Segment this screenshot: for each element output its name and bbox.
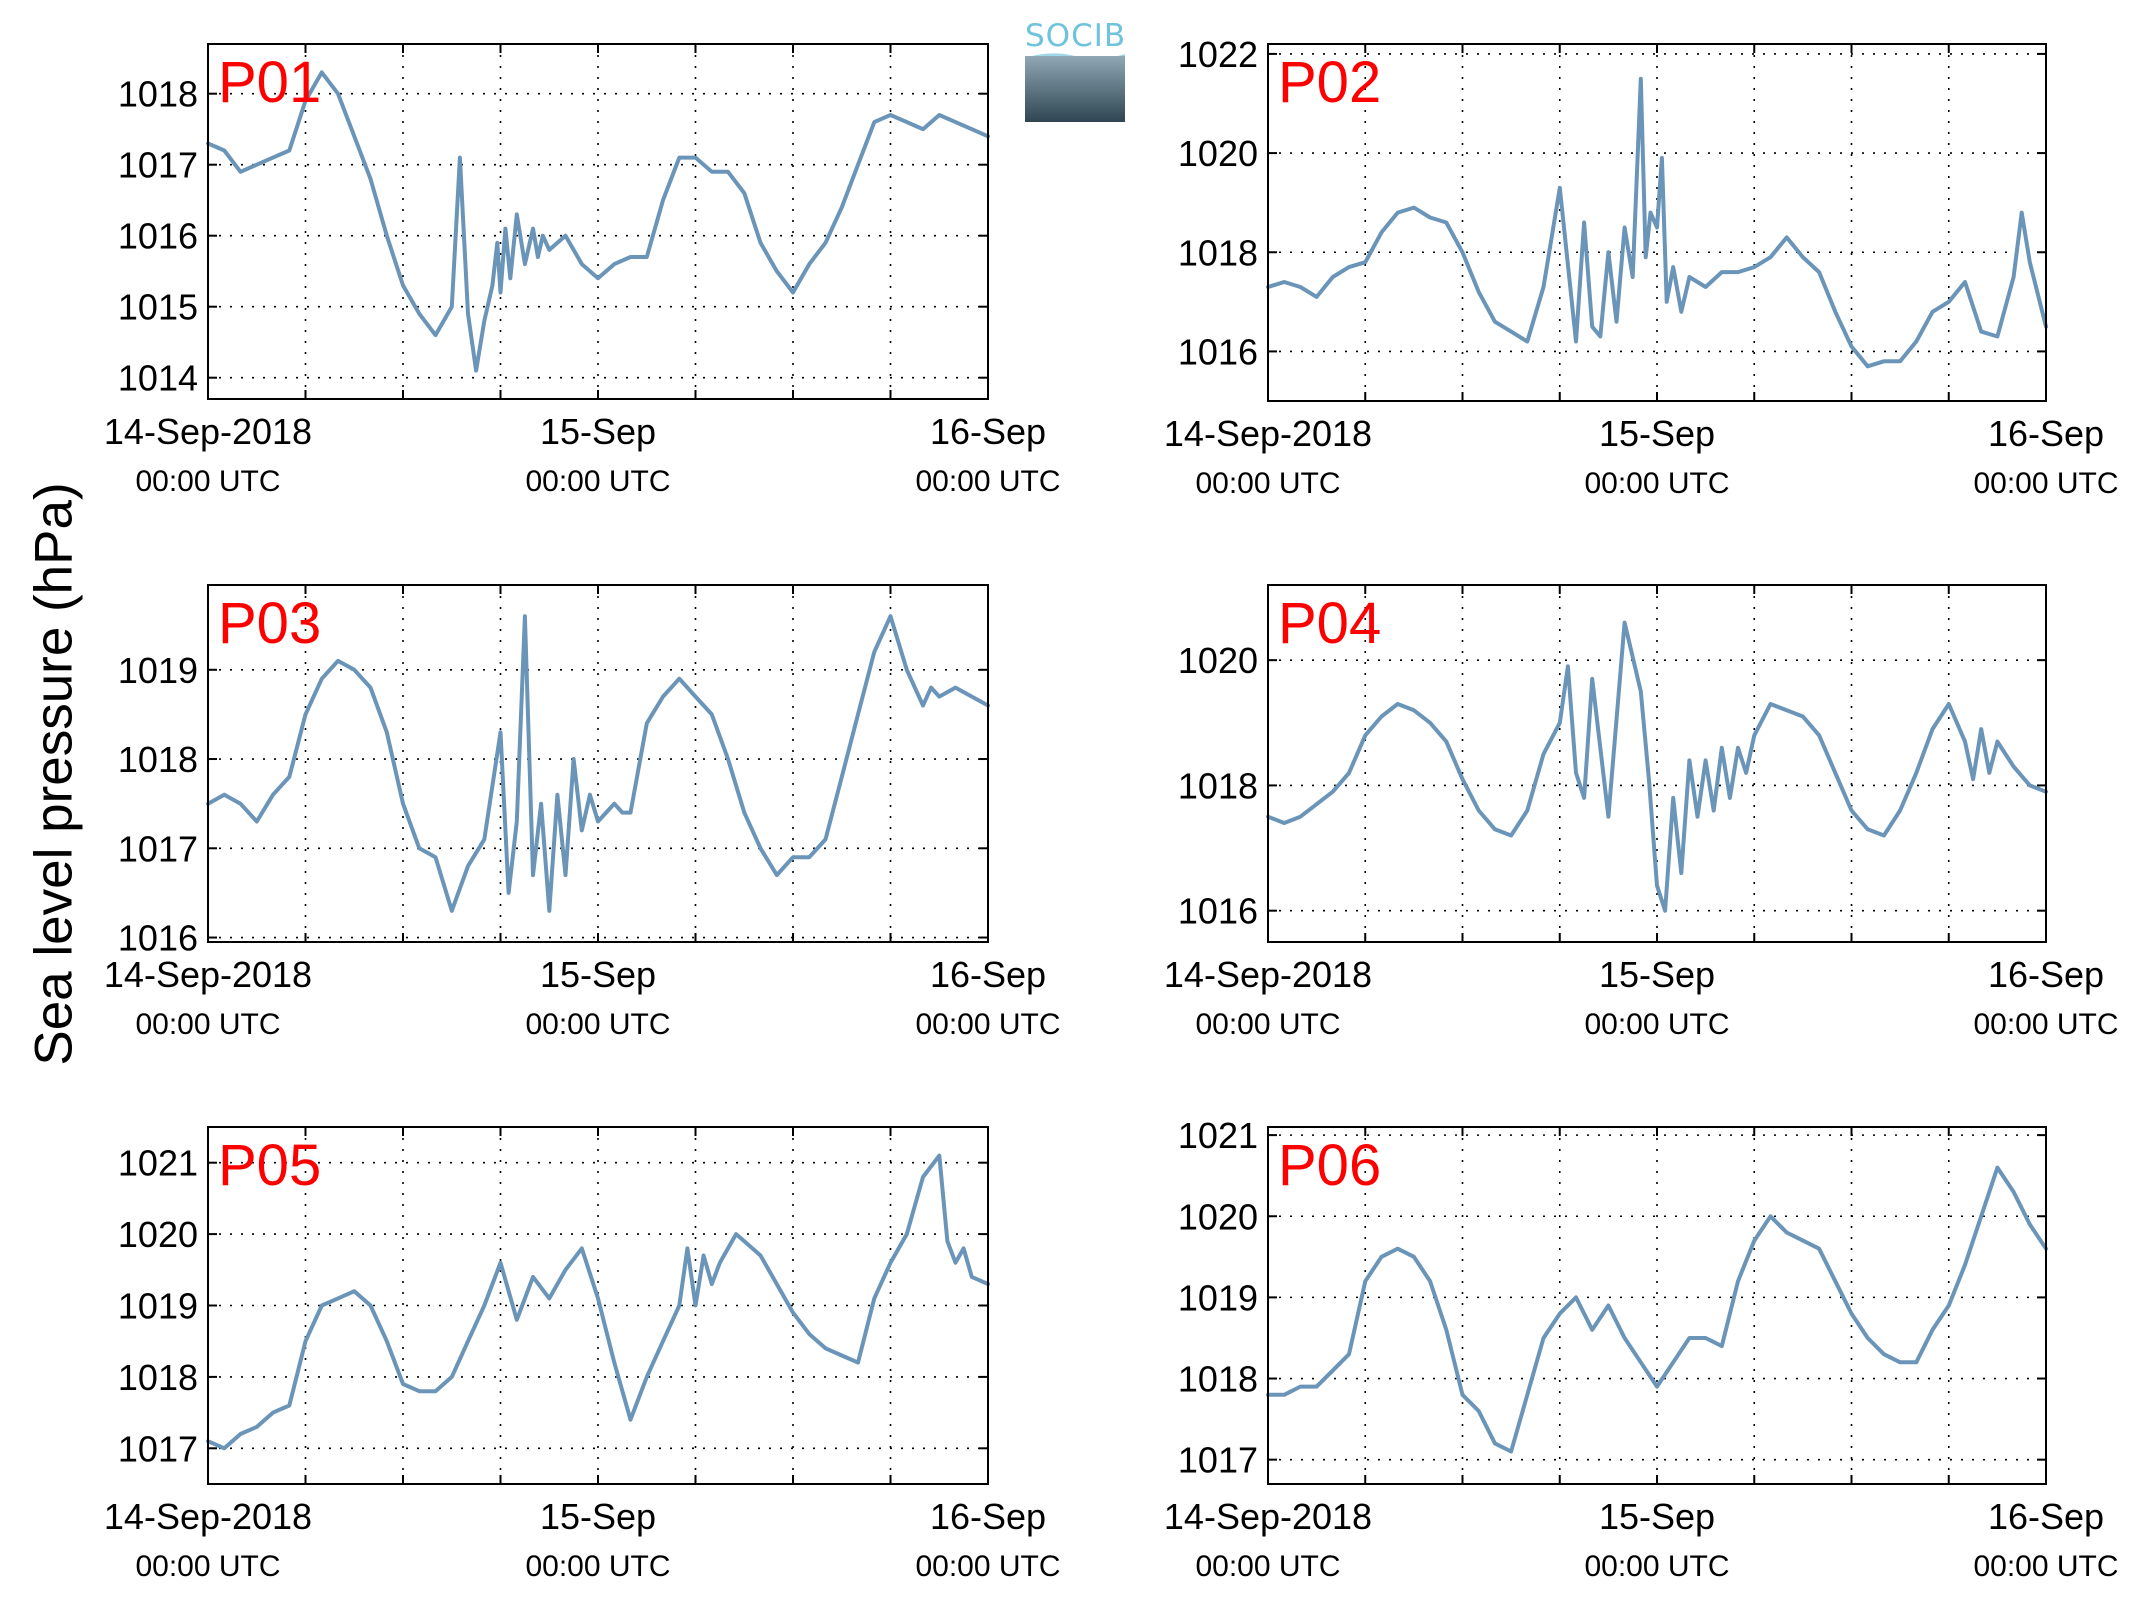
- y-tick-label: 1020: [1178, 640, 1258, 681]
- x-tick-label-date: 15-Sep: [540, 1496, 656, 1537]
- y-tick-label: 1021: [1178, 1115, 1258, 1156]
- y-tick-label: 1014: [118, 358, 198, 399]
- panel-p02: 1016 1018 1020 1022 14-Sep-2018 00:00 UTC 15-S…: [1164, 34, 2119, 500]
- x-tick-label-time: 00:00 UTC: [1195, 1008, 1340, 1041]
- axes-frame: [207, 1126, 989, 1485]
- y-tick-label: 1015: [118, 287, 198, 328]
- x-tick-label-date: 16-Sep: [930, 1496, 1046, 1537]
- y-tick-label: 1020: [118, 1214, 198, 1255]
- x-tick-label-time: 00:00 UTC: [135, 465, 280, 498]
- panel-p01: 1014 1015 1016 1017 1018 14-Sep-2018 00:00 UTC…: [104, 43, 1061, 498]
- y-tick-label: 1018: [118, 1357, 198, 1398]
- series-line: [1266, 76, 2048, 369]
- x-tick-label-date: 14-Sep-2018: [104, 954, 312, 995]
- y-tick-label: 1017: [1178, 1440, 1258, 1481]
- axes-frame: [207, 584, 989, 943]
- series-line: [206, 70, 990, 373]
- y-tick-label: 1016: [1178, 891, 1258, 932]
- x-tick-label-date: 14-Sep-2018: [104, 1496, 312, 1537]
- x-tick-label-date: 14-Sep-2018: [1164, 1496, 1372, 1537]
- y-tick-label: 1018: [1178, 1359, 1258, 1400]
- x-tick-label-date: 15-Sep: [540, 954, 656, 995]
- y-tick-label: 1016: [1178, 331, 1258, 372]
- x-tick-label-date: 15-Sep: [1599, 413, 1715, 454]
- x-tick-label-date: 16-Sep: [930, 954, 1046, 995]
- x-tick-label-date: 15-Sep: [1599, 954, 1715, 995]
- panel-p04: 1016 1018 1020 14-Sep-2018 00:00 UTC 15-Sep 00…: [1164, 584, 2119, 1041]
- x-tick-label-time: 00:00 UTC: [1195, 467, 1340, 500]
- panel-label: P02: [1278, 50, 1381, 115]
- x-tick-label-time: 00:00 UTC: [1973, 1550, 2118, 1583]
- panel-label: P01: [218, 50, 321, 115]
- y-tick-label: 1017: [118, 1428, 198, 1469]
- axes-frame: [1267, 584, 2047, 943]
- y-tick-label: 1018: [1178, 765, 1258, 806]
- y-tick-label: 1018: [118, 739, 198, 780]
- series-line: [1266, 1165, 2048, 1454]
- y-tick-label: 1017: [118, 828, 198, 869]
- y-tick-label: 1018: [118, 74, 198, 115]
- x-tick-label-date: 16-Sep: [1988, 413, 2104, 454]
- x-tick-label-date: 14-Sep-2018: [1164, 413, 1372, 454]
- x-tick-label-time: 00:00 UTC: [525, 1008, 670, 1041]
- x-tick-label-date: 16-Sep: [930, 411, 1046, 452]
- x-tick-label-date: 14-Sep-2018: [1164, 954, 1372, 995]
- axes-frame: [1267, 1126, 2047, 1485]
- x-tick-label-time: 00:00 UTC: [1584, 1550, 1729, 1583]
- x-tick-label-time: 00:00 UTC: [915, 1008, 1060, 1041]
- y-tick-label: 1017: [118, 145, 198, 186]
- x-tick-label-time: 00:00 UTC: [525, 1550, 670, 1583]
- x-tick-label-date: 16-Sep: [1988, 954, 2104, 995]
- y-tick-label: 1021: [118, 1143, 198, 1184]
- x-tick-label-time: 00:00 UTC: [915, 1550, 1060, 1583]
- y-tick-label: 1019: [1178, 1277, 1258, 1318]
- panel-label: P05: [218, 1133, 321, 1198]
- y-tick-label: 1018: [1178, 232, 1258, 273]
- logo-box: [1025, 56, 1125, 122]
- x-tick-label-date: 15-Sep: [1599, 1496, 1715, 1537]
- series-line: [206, 614, 990, 913]
- y-tick-label: 1020: [1178, 133, 1258, 174]
- panel-label: P03: [218, 591, 321, 656]
- x-tick-label-time: 00:00 UTC: [525, 465, 670, 498]
- x-tick-label-time: 00:00 UTC: [135, 1008, 280, 1041]
- x-tick-label-time: 00:00 UTC: [1195, 1550, 1340, 1583]
- x-tick-label-date: 15-Sep: [540, 411, 656, 452]
- x-tick-label-date: 14-Sep-2018: [104, 411, 312, 452]
- y-tick-label: 1022: [1178, 34, 1258, 75]
- axes-frame: [1267, 43, 2047, 402]
- logo-text: SOCIB: [1025, 18, 1127, 54]
- x-tick-label-time: 00:00 UTC: [1973, 1008, 2118, 1041]
- panel-label: P04: [1278, 591, 1381, 656]
- panel-label: P06: [1278, 1133, 1381, 1198]
- x-tick-label-time: 00:00 UTC: [915, 465, 1060, 498]
- y-tick-label: 1020: [1178, 1196, 1258, 1237]
- axes-frame: [207, 43, 989, 400]
- x-tick-label-time: 00:00 UTC: [1973, 467, 2118, 500]
- series-line: [206, 1153, 990, 1451]
- y-tick-label: 1016: [118, 918, 198, 959]
- panel-p03: 1016 1017 1018 1019 14-Sep-2018 00:00 UTC 15-S…: [104, 584, 1061, 1041]
- socib-logo: SOCIB: [1025, 18, 1125, 122]
- y-tick-label: 1019: [118, 1286, 198, 1327]
- x-tick-label-date: 16-Sep: [1988, 1496, 2104, 1537]
- panel-p06: 1017 1018 1019 1020 1021 14-Sep-2018 00:00 UTC…: [1164, 1115, 2119, 1583]
- x-tick-label-time: 00:00 UTC: [135, 1550, 280, 1583]
- y-tick-label: 1019: [118, 650, 198, 691]
- y-tick-label: 1016: [118, 216, 198, 257]
- panel-p05: 1017 1018 1019 1020 1021 14-Sep-2018 00:00 UTC…: [104, 1126, 1061, 1583]
- x-tick-label-time: 00:00 UTC: [1584, 1008, 1729, 1041]
- series-line: [1266, 620, 2048, 913]
- x-tick-label-time: 00:00 UTC: [1584, 467, 1729, 500]
